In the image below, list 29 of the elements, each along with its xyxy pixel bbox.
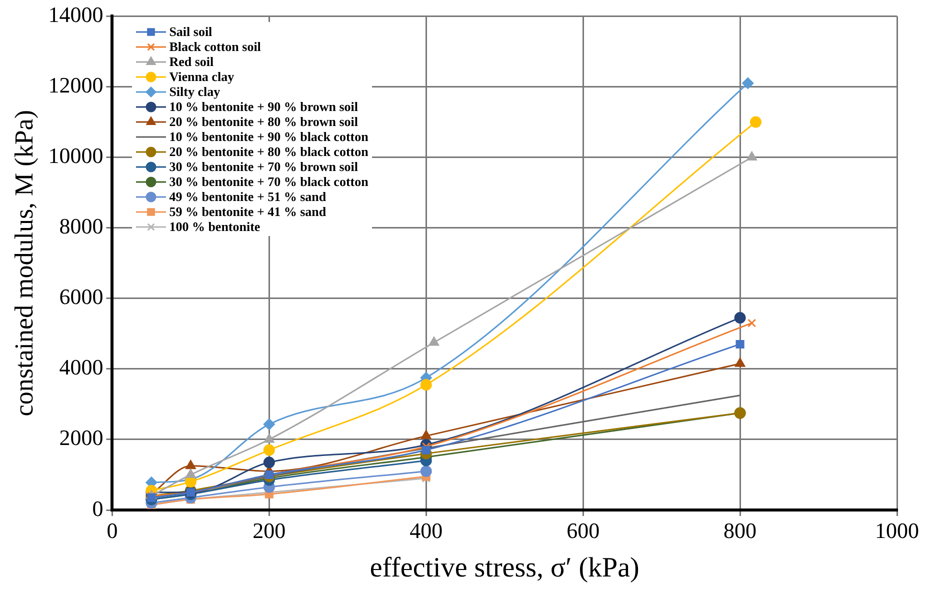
y-tick-label: 0 <box>92 496 104 521</box>
y-tick-label: 10000 <box>48 143 104 168</box>
y-tick-label: 6000 <box>59 284 104 310</box>
y-tick-label: 2000 <box>59 425 104 450</box>
legend-label: Black cotton soil <box>169 39 261 54</box>
y-tick-label: 4000 <box>59 354 104 380</box>
y-tick-label: 14000 <box>48 2 104 27</box>
x-tick-label: 600 <box>566 518 600 543</box>
legend-label: 30 % bentonite + 70 % black cotton <box>169 174 368 190</box>
legend-label: Red soil <box>169 54 214 70</box>
y-axis-title: constained modulus, M (kPa) <box>9 110 38 416</box>
y-tick-label: 12000 <box>48 72 104 98</box>
legend-label: 20 % bentonite + 80 % black cotton <box>169 144 368 160</box>
legend-label: 100 % bentonite <box>169 219 260 234</box>
legend-label: 10 % bentonite + 90 % black cotton <box>169 129 368 144</box>
x-tick-label: 1000 <box>875 518 919 543</box>
legend-label: Silty clay <box>169 84 220 100</box>
x-tick-label: 800 <box>724 518 757 543</box>
legend-label: 59 % bentonite + 41 % sand <box>169 204 326 220</box>
legend-label: 10 % bentonite + 90 % brown soil <box>169 99 358 114</box>
x-tick-label: 200 <box>252 518 286 543</box>
legend-label: 49 % bentonite + 51 % sand <box>169 189 326 204</box>
legend-label: Vienna clay <box>169 69 234 84</box>
legend-label: 30 % bentonite + 70 % brown soil <box>169 159 358 174</box>
legend-label: 20 % bentonite + 80 % brown soil <box>169 114 358 130</box>
x-tick-label: 400 <box>410 518 443 543</box>
legend-label: Sail soil <box>169 24 212 40</box>
x-axis-title: effective stress, σ′ (kPa) <box>370 552 640 584</box>
y-tick-label: 8000 <box>59 214 104 239</box>
